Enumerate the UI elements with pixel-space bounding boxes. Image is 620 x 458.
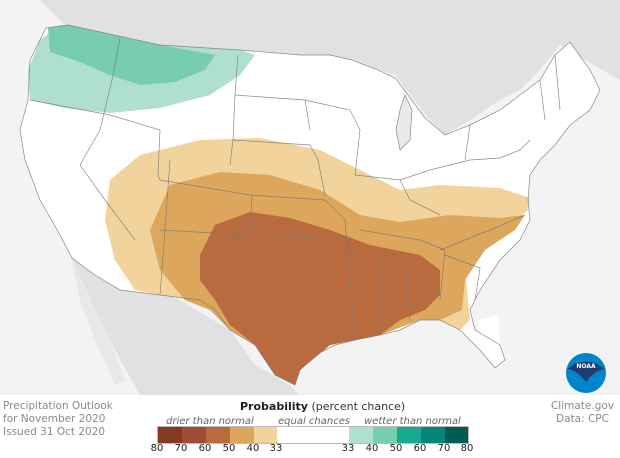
dry-60-70-swatch (182, 427, 206, 443)
wetter-label: wetter than normal (364, 416, 461, 427)
svg-text:NOAA: NOAA (576, 363, 596, 370)
dry-40-50-swatch (230, 427, 254, 443)
probability-colorbar (157, 426, 469, 444)
title-line-1: Precipitation Outlook (3, 400, 113, 412)
wet-40-50-region (48, 25, 215, 85)
tick-wet-33: 33 (341, 443, 355, 454)
equal-chances-swatch (277, 427, 349, 443)
equal-chances-label: equal chances (278, 416, 351, 427)
title-line-2: for November 2020 (3, 413, 106, 425)
tick-dry-50: 50 (222, 443, 236, 454)
tick-dry-60: 60 (198, 443, 212, 454)
wet-70-80-swatch (445, 427, 468, 443)
dry-70-80-swatch (158, 427, 182, 443)
florida-equal-chances (478, 315, 505, 368)
dry-33-40-swatch (254, 427, 277, 443)
state-borders (19, 24, 601, 386)
tick-wet-60: 60 (413, 443, 427, 454)
credits: Climate.gov Data: CPC (551, 400, 614, 426)
map-title: Precipitation Outlook for November 2020 … (3, 400, 113, 439)
wet-40-50-swatch (373, 427, 397, 443)
precipitation-outlook-map (19, 0, 620, 395)
credit-data: Data: CPC (556, 413, 609, 425)
tick-wet-70: 70 (437, 443, 451, 454)
tick-dry-40: 40 (246, 443, 260, 454)
lake-michigan (395, 94, 413, 151)
wet-33-40-swatch (349, 427, 373, 443)
credit-source: Climate.gov (550, 400, 614, 412)
tick-dry-80: 80 (150, 443, 164, 454)
drier-label: drier than normal (166, 416, 254, 427)
wet-60-70-swatch (421, 427, 445, 443)
tick-wet-40: 40 (365, 443, 379, 454)
dry-50-60-swatch (206, 427, 230, 443)
legend-title-rest: (percent chance) (307, 400, 406, 413)
legend-title-bold: Probability (240, 400, 308, 413)
legend-title: Probability (percent chance) (240, 400, 405, 413)
tick-wet-80: 80 (460, 443, 474, 454)
baja-peninsula (72, 260, 125, 385)
canada-landmass (40, 0, 620, 135)
noaa-logo-icon: NOAA (566, 353, 606, 393)
title-line-3: Issued 31 Oct 2020 (3, 426, 106, 438)
dry-50-60-region (200, 212, 440, 385)
tick-dry-70: 70 (174, 443, 188, 454)
tick-wet-50: 50 (389, 443, 403, 454)
wet-50-60-swatch (397, 427, 421, 443)
tick-dry-33: 33 (269, 443, 283, 454)
